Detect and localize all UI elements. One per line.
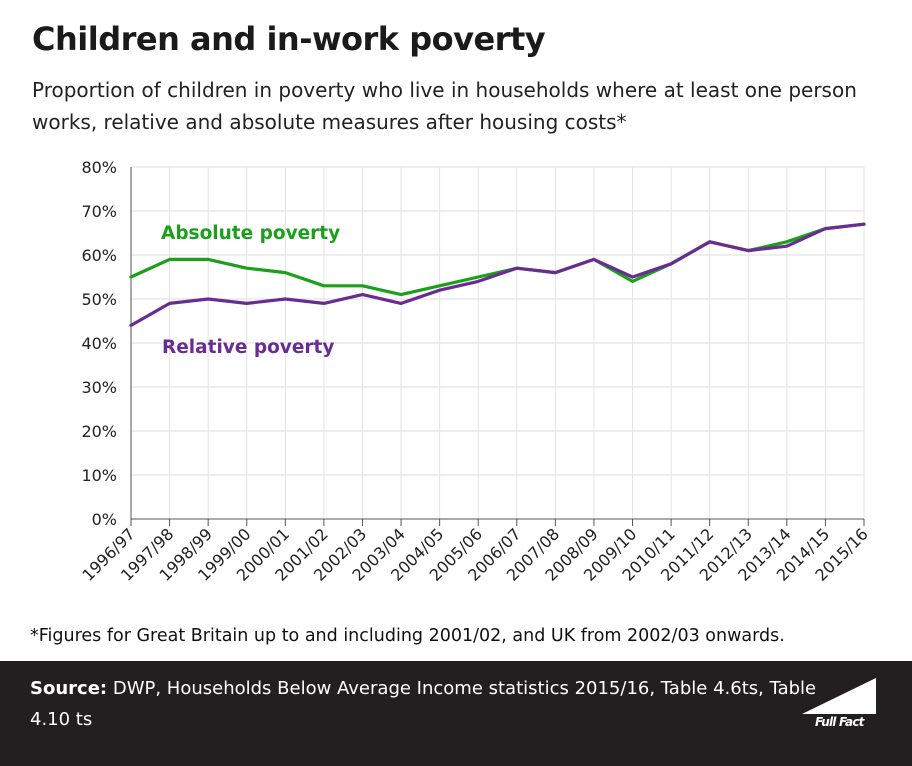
full-fact-logo-icon[interactable]: [798, 678, 878, 718]
source-label: Source:: [30, 678, 108, 699]
source-body: DWP, Households Below Average Income sta…: [30, 678, 817, 730]
y-tick-label: 50%: [81, 290, 117, 309]
y-tick-label: 0%: [92, 510, 117, 529]
y-tick-label: 20%: [81, 422, 117, 441]
y-tick-label: 10%: [81, 466, 117, 485]
series-labels: Absolute poverty Relative poverty: [161, 223, 340, 358]
footer-bar: Source: DWP, Households Below Average In…: [0, 661, 912, 766]
chart-title: Children and in-work poverty: [32, 20, 546, 58]
x-tick-labels: 1996/971997/981998/991999/002000/012001/…: [78, 524, 871, 584]
line-chart: 0% 10% 20% 30% 40% 50% 60% 70% 80% 1996/971997/9…: [78, 158, 871, 585]
footnote: *Figures for Great Britain up to and inc…: [30, 626, 785, 646]
y-tick-label: 40%: [81, 334, 117, 353]
y-tick-label: 80%: [81, 158, 117, 177]
series-label: Relative poverty: [162, 337, 334, 358]
y-tick-labels: 0% 10% 20% 30% 40% 50% 60% 70% 80%: [81, 158, 117, 529]
series-label: Absolute poverty: [161, 223, 340, 244]
source-text: Source: DWP, Households Below Average In…: [30, 673, 820, 735]
logo-text: Full Fact: [815, 715, 864, 729]
y-tick-label: 60%: [81, 246, 117, 265]
series-lines: [129, 222, 866, 327]
gridlines: [131, 166, 865, 519]
y-tick-label: 30%: [81, 378, 117, 397]
y-tick-label: 70%: [81, 202, 117, 221]
series-line-relative-poverty: [129, 222, 866, 327]
axes: [130, 167, 865, 526]
chart-subtitle: Proportion of children in poverty who li…: [32, 78, 857, 134]
